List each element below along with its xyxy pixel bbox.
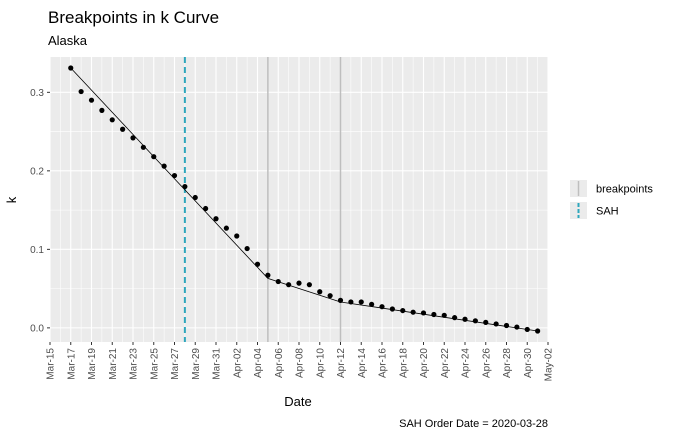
data-point bbox=[472, 318, 478, 324]
x-tick-label: Apr-12 bbox=[336, 348, 347, 378]
data-point bbox=[441, 312, 447, 318]
x-tick-label: May-02 bbox=[544, 348, 555, 382]
x-axis-title: Date bbox=[284, 394, 311, 409]
data-point bbox=[68, 65, 74, 71]
data-point bbox=[535, 328, 541, 334]
data-point bbox=[337, 297, 344, 303]
x-tick-label: Mar-19 bbox=[87, 348, 98, 380]
data-point bbox=[88, 97, 95, 103]
x-tick-label: Mar-31 bbox=[212, 348, 223, 380]
legend-label: breakpoints bbox=[596, 184, 653, 196]
data-point bbox=[254, 261, 261, 267]
reference-lines bbox=[183, 57, 342, 342]
data-point bbox=[420, 310, 427, 316]
chart-subtitle: Alaska bbox=[48, 33, 88, 48]
x-tick-label: Mar-27 bbox=[170, 348, 181, 380]
data-point bbox=[192, 194, 198, 201]
data-point bbox=[109, 117, 115, 123]
chart-title: Breakpoints in k Curve bbox=[48, 8, 219, 27]
data-point bbox=[275, 278, 281, 285]
data-point bbox=[171, 172, 178, 179]
data-point bbox=[369, 301, 375, 307]
y-tick-label: 0.2 bbox=[30, 166, 44, 177]
x-tick-label: Apr-22 bbox=[440, 348, 451, 378]
data-point bbox=[286, 282, 292, 288]
x-tick-label: Apr-02 bbox=[232, 348, 243, 378]
data-point bbox=[130, 135, 136, 141]
x-tick-label: Apr-14 bbox=[357, 348, 368, 378]
x-tick-label: Mar-23 bbox=[129, 348, 140, 380]
data-point bbox=[182, 183, 188, 190]
data-point bbox=[306, 282, 312, 288]
y-axis-title: k bbox=[4, 196, 19, 203]
x-tick-label: Mar-21 bbox=[108, 348, 119, 380]
x-tick-label: Mar-25 bbox=[149, 348, 160, 380]
data-point bbox=[99, 107, 105, 113]
data-point bbox=[234, 233, 240, 239]
data-point bbox=[348, 299, 354, 305]
y-tick-label: 0.0 bbox=[30, 323, 44, 334]
data-point bbox=[265, 272, 271, 278]
x-tick-label: Apr-30 bbox=[523, 348, 534, 378]
data-point bbox=[431, 311, 437, 318]
data-point bbox=[296, 280, 302, 286]
x-tick-label: Apr-28 bbox=[502, 348, 513, 378]
data-point bbox=[400, 307, 406, 314]
y-axis: 0.0 0.1 0.2 0.3 bbox=[30, 88, 50, 334]
x-tick-label: Apr-16 bbox=[378, 348, 389, 378]
x-tick-label: Apr-20 bbox=[419, 348, 430, 378]
data-point bbox=[524, 326, 530, 333]
x-tick-label: Apr-10 bbox=[315, 348, 326, 378]
legend: breakpoints SAH bbox=[570, 180, 653, 219]
data-point bbox=[389, 306, 395, 312]
data-point bbox=[151, 154, 157, 160]
x-tick-label: Apr-06 bbox=[274, 348, 285, 378]
data-point bbox=[213, 216, 219, 222]
x-tick-label: Apr-08 bbox=[295, 348, 306, 378]
data-point bbox=[493, 321, 499, 327]
data-point bbox=[161, 163, 167, 169]
data-point bbox=[327, 293, 333, 299]
data-point bbox=[462, 316, 468, 322]
y-tick-label: 0.1 bbox=[30, 245, 44, 256]
data-point bbox=[120, 126, 126, 132]
data-point bbox=[514, 324, 520, 330]
data-point bbox=[410, 309, 416, 315]
x-tick-label: Apr-18 bbox=[398, 348, 409, 378]
chart-caption: SAH Order Date = 2020-03-28 bbox=[399, 418, 548, 430]
data-points bbox=[68, 65, 541, 334]
data-point bbox=[452, 315, 458, 321]
legend-label: SAH bbox=[596, 206, 619, 218]
x-tick-label: Apr-24 bbox=[461, 348, 472, 378]
x-axis: Mar-15 Mar-17 Mar-19 Mar-21 Mar-23 Mar-25 Mar-… bbox=[46, 342, 555, 381]
y-tick-label: 0.3 bbox=[30, 88, 44, 99]
x-tick-label: Mar-15 bbox=[46, 348, 57, 380]
x-tick-label: Mar-17 bbox=[66, 348, 77, 380]
data-point bbox=[379, 304, 385, 310]
x-tick-label: Mar-29 bbox=[191, 348, 202, 380]
data-point bbox=[203, 205, 209, 212]
data-point bbox=[483, 319, 489, 325]
data-point bbox=[78, 88, 84, 95]
data-point bbox=[244, 245, 250, 252]
data-point bbox=[317, 289, 323, 295]
fit-line bbox=[70, 67, 538, 332]
x-tick-label: Apr-04 bbox=[253, 348, 264, 378]
data-point bbox=[358, 299, 364, 305]
x-tick-label: Apr-26 bbox=[481, 348, 492, 378]
data-point bbox=[503, 322, 510, 329]
data-point bbox=[140, 144, 146, 150]
data-point bbox=[223, 225, 229, 231]
